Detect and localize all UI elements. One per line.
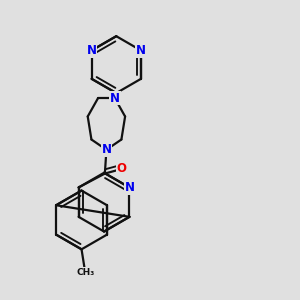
Text: O: O: [117, 162, 127, 176]
Text: CH₃: CH₃: [76, 268, 94, 277]
Text: N: N: [110, 92, 120, 104]
Text: N: N: [124, 181, 134, 194]
Text: N: N: [87, 44, 97, 57]
Text: N: N: [101, 143, 111, 156]
Text: N: N: [136, 44, 146, 57]
